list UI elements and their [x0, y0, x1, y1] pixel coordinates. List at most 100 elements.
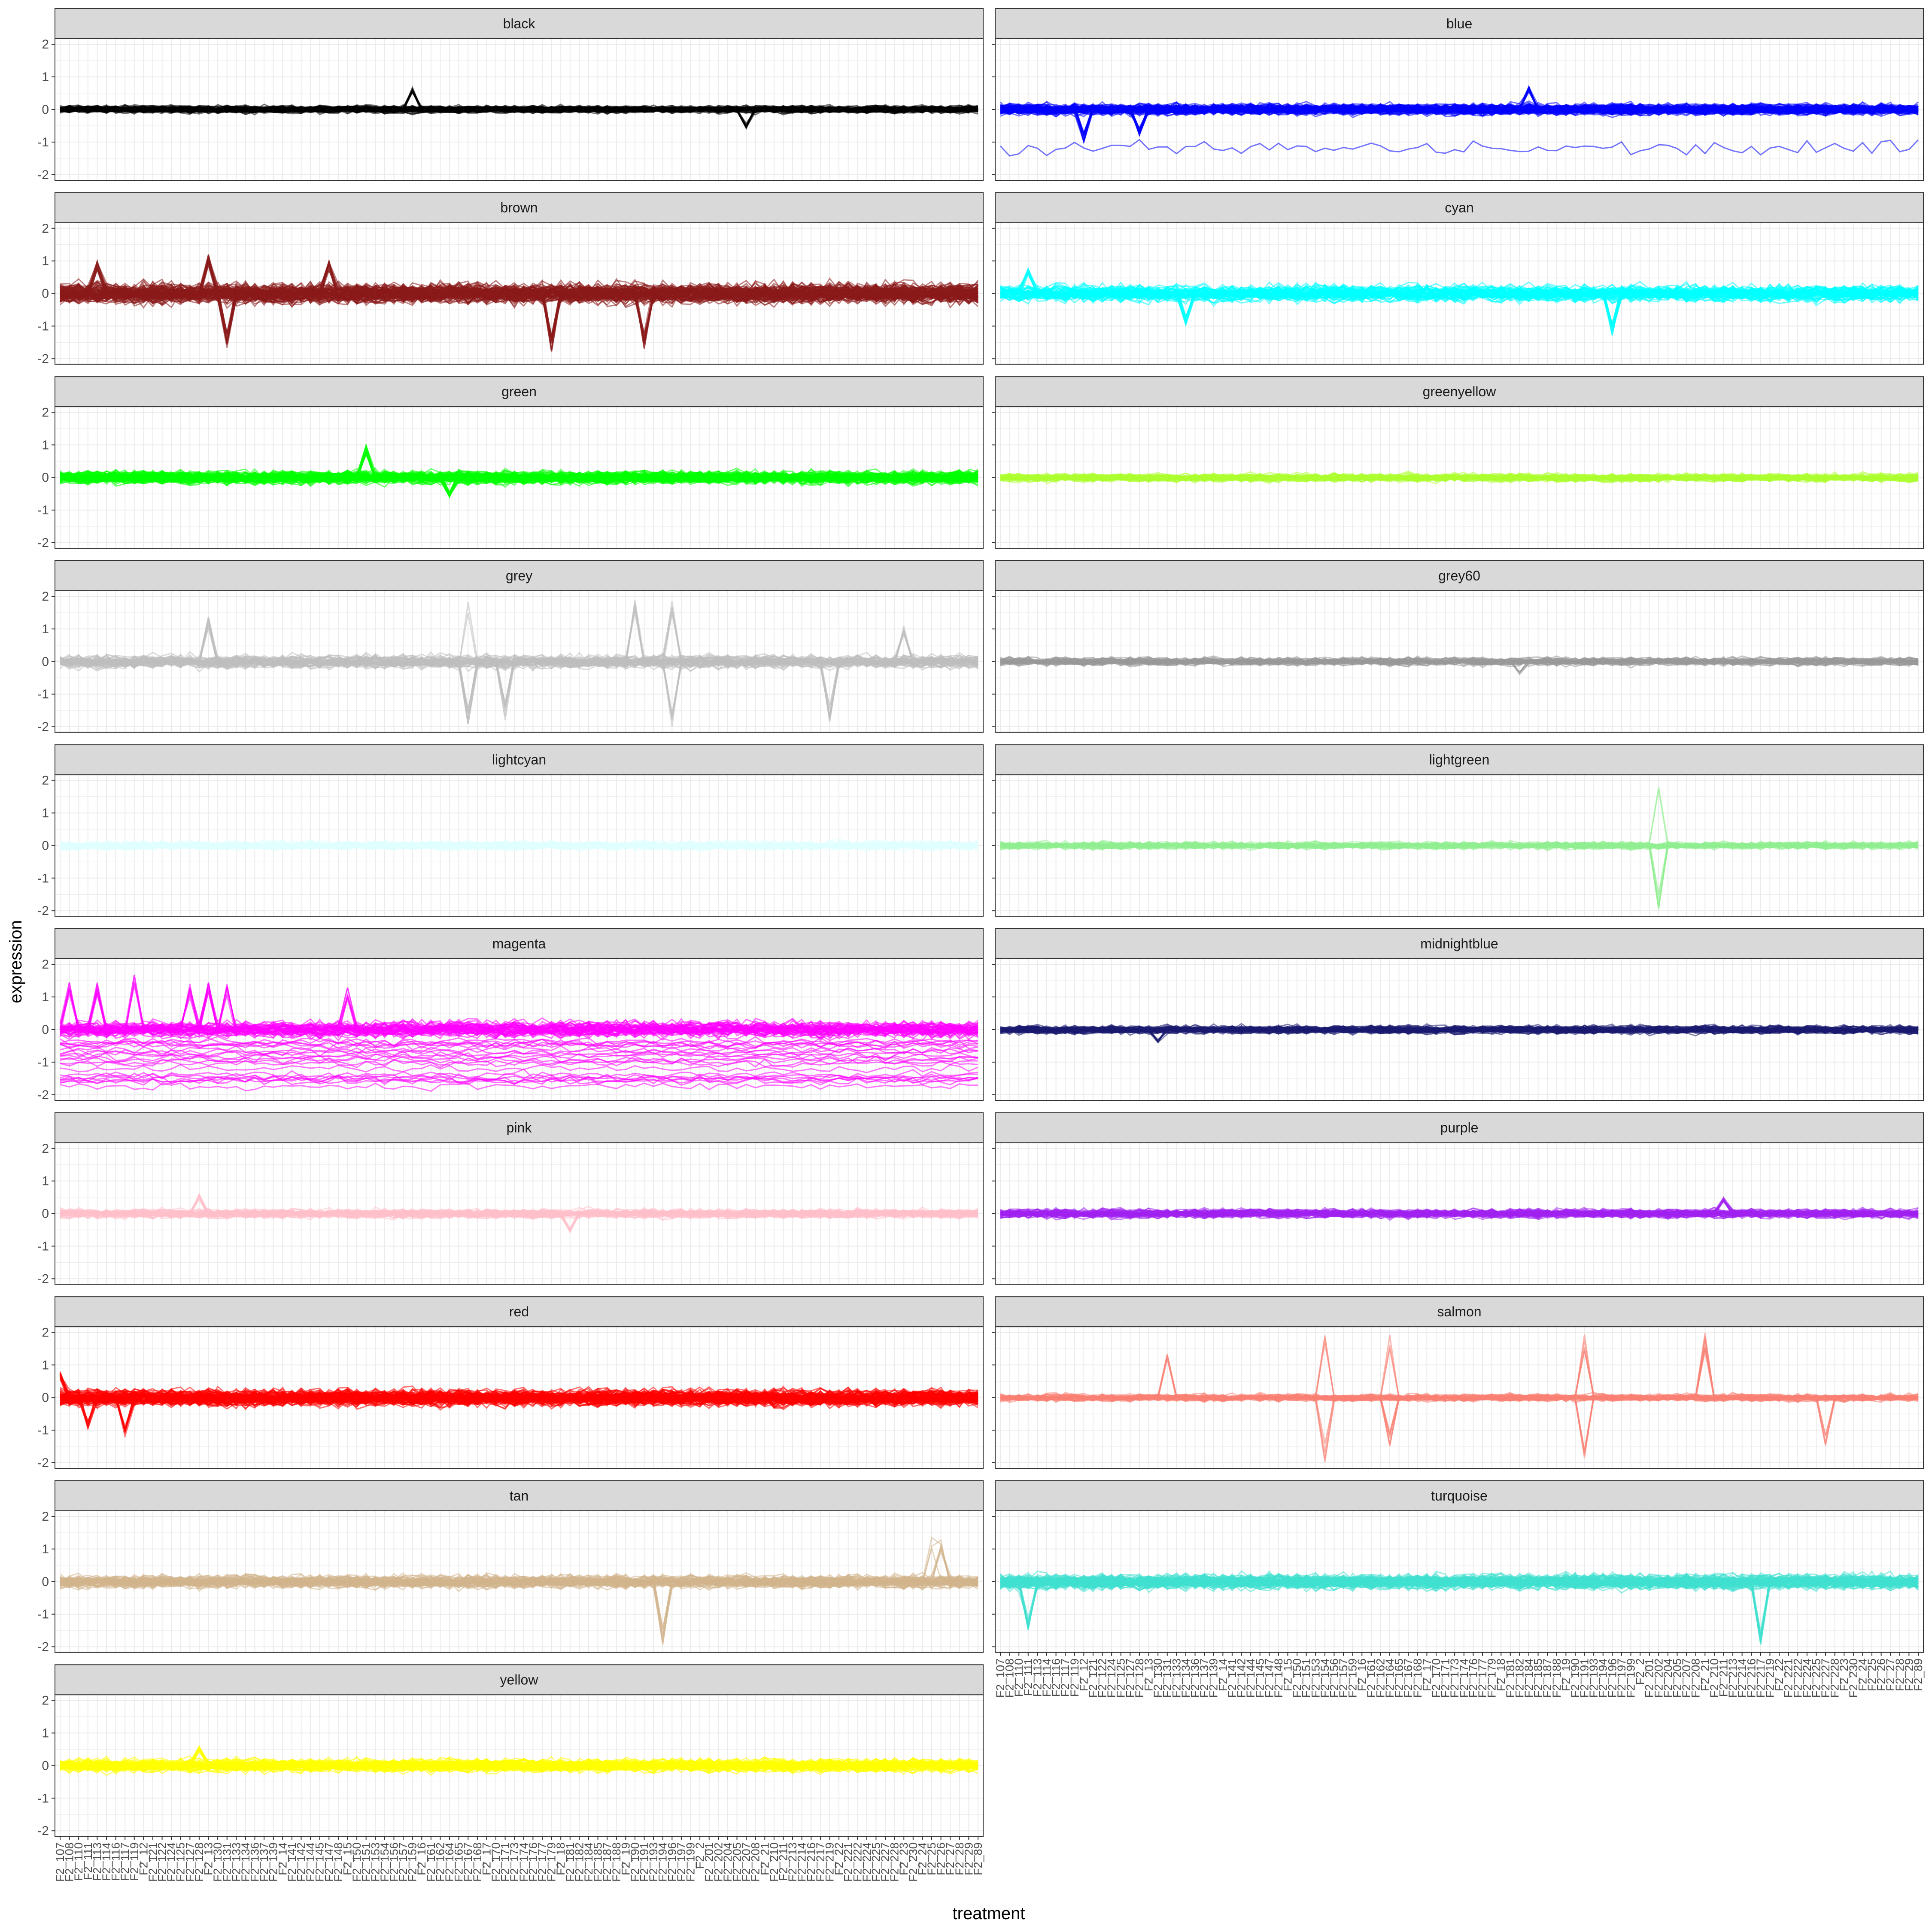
x-tick-label: F2_16 — [415, 1842, 428, 1875]
x-tick-label: F2_179 — [545, 1842, 558, 1882]
x-tick-label: F2_23 — [897, 1842, 910, 1875]
series-line — [60, 1573, 978, 1588]
series-line — [60, 470, 978, 488]
x-tick-label: F2_184 — [1522, 1659, 1535, 1698]
facet-strip-label: red — [509, 1304, 529, 1319]
y-tick-label: 1 — [42, 70, 49, 84]
x-axis-ticks: F2_107F2_108F2_110F2_111F2_113F2_114F2_1… — [54, 1836, 984, 1882]
series-lines — [59, 1536, 979, 1645]
x-tick-label: F2_26 — [1875, 1659, 1888, 1692]
x-tick-label: F2_150 — [350, 1842, 363, 1882]
x-tick-label: F2_113 — [91, 1842, 103, 1881]
x-tick-label: F2_205 — [731, 1842, 744, 1882]
x-tick-label: F2_176 — [1467, 1659, 1479, 1698]
x-tick-label: F2_225 — [869, 1842, 882, 1882]
series-line — [60, 1053, 978, 1065]
x-tick-label: F2_145 — [1254, 1659, 1267, 1698]
facet-strip-label: cyan — [1445, 200, 1474, 216]
series-line — [60, 1072, 978, 1082]
facet-magenta: magenta -2 -1 0 1 2 — [37, 928, 984, 1102]
x-tick-label: F2_134 — [239, 1842, 252, 1882]
x-tick-label: F2_199 — [684, 1842, 697, 1882]
series-lines — [1000, 1023, 1919, 1044]
y-tick-label: 0 — [42, 103, 49, 117]
series-line — [60, 1756, 978, 1771]
x-tick-label: F2_119 — [1068, 1659, 1081, 1697]
y-tick-label: 2 — [42, 1142, 49, 1156]
x-tick-label: F2_190 — [1569, 1659, 1582, 1698]
x-tick-label: F2_217 — [814, 1842, 827, 1882]
facet-midnightblue: midnightblue — [992, 928, 1924, 1101]
x-tick-label: F2_89 — [972, 1842, 984, 1875]
facet-strip — [995, 744, 1924, 775]
x-tick-label: F2_216 — [1745, 1659, 1758, 1698]
x-tick-label: F2_130 — [211, 1842, 224, 1882]
x-tick-label: F2_211 — [1717, 1659, 1730, 1697]
x-tick-label: F2_205 — [1671, 1659, 1684, 1698]
facet-strip — [995, 376, 1924, 407]
x-tick-label: F2_162 — [434, 1842, 447, 1882]
x-tick-label: F2_116 — [1050, 1659, 1063, 1697]
x-tick-label: F2_113 — [1031, 1659, 1044, 1697]
x-tick-label: F2_161 — [1365, 1659, 1378, 1698]
y-axis-title: expression — [6, 920, 25, 1003]
y-tick-label: -2 — [37, 720, 49, 734]
x-tick-label: F2_144 — [1244, 1659, 1257, 1698]
y-tick-label: -2 — [37, 1088, 49, 1102]
facet-lightcyan: lightcyan -2 -1 0 1 2 — [37, 744, 984, 918]
x-tick-label: F2_227 — [1819, 1659, 1832, 1698]
x-tick-label: F2_230 — [1847, 1659, 1860, 1698]
facet-panels: black -2 -1 0 1 2 blue brown -2 -1 0 1 2 cyan green -2 -… — [37, 8, 1925, 1882]
x-tick-label: F2_213 — [1726, 1659, 1739, 1698]
x-tick-label: F2_125 — [174, 1842, 187, 1882]
x-tick-label: F2_122 — [156, 1842, 169, 1882]
facet-strip — [55, 1664, 984, 1695]
x-tick-label: F2_173 — [508, 1842, 521, 1882]
facet-strip — [995, 192, 1924, 223]
x-tick-label: F2_191 — [638, 1842, 651, 1882]
x-tick-label: F2_117 — [118, 1842, 131, 1881]
series-line — [60, 655, 979, 671]
x-tick-label: F2_125 — [1115, 1659, 1127, 1698]
x-tick-label: F2_139 — [267, 1842, 280, 1882]
x-tick-label: F2_171 — [499, 1842, 512, 1882]
series-line — [60, 1057, 978, 1068]
y-tick-label: 0 — [42, 1575, 49, 1589]
x-tick-label: F2_114 — [100, 1842, 113, 1881]
x-tick-label: F2_193 — [1587, 1659, 1600, 1698]
x-tick-label: F2_156 — [1328, 1659, 1341, 1698]
x-tick-label: F2_201 — [1643, 1659, 1656, 1698]
x-tick-label: F2_167 — [462, 1842, 474, 1882]
series-lines — [60, 1192, 978, 1234]
x-tick-label: F2_24 — [1856, 1659, 1869, 1692]
series-line — [1000, 1393, 1919, 1401]
x-tick-label: F2_191 — [1578, 1659, 1591, 1698]
series-line — [60, 1039, 978, 1050]
facet-strip-label: magenta — [492, 936, 546, 951]
x-tick-label: F2_188 — [610, 1842, 623, 1882]
x-tick-label: F2_131 — [1161, 1659, 1174, 1698]
facet-strip-label: lightcyan — [492, 752, 546, 767]
series-line — [60, 1019, 978, 1038]
x-tick-label: F2_111 — [82, 1842, 94, 1880]
x-tick-label: F2_108 — [63, 1842, 76, 1882]
x-tick-label: F2_17 — [1420, 1659, 1433, 1692]
x-tick-label: F2_116 — [109, 1842, 122, 1881]
facet-strip-label: turquoise — [1431, 1488, 1488, 1504]
series-line — [60, 1075, 978, 1086]
y-tick-label: -1 — [37, 687, 49, 702]
x-tick-label: F2_14 — [276, 1842, 289, 1875]
y-tick-label: 0 — [42, 1759, 49, 1773]
x-tick-label: F2_21 — [758, 1842, 771, 1875]
y-tick-label: -2 — [37, 168, 49, 182]
x-tick-label: F2_157 — [1337, 1659, 1350, 1698]
x-axis-title: treatment — [953, 1904, 1025, 1923]
facet-strip — [55, 1296, 984, 1327]
x-tick-label: F2_173 — [1448, 1659, 1461, 1698]
x-tick-label: F2_24 — [916, 1842, 929, 1875]
x-tick-label: F2_107 — [994, 1659, 1007, 1698]
series-lines — [60, 838, 978, 853]
series-line — [60, 258, 978, 344]
x-tick-label: F2_137 — [258, 1842, 270, 1882]
facet-tan: tan -2 -1 0 1 2 — [37, 1480, 984, 1654]
